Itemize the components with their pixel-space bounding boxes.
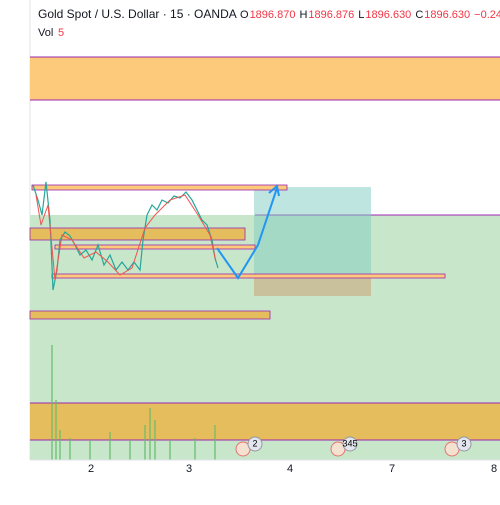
x-tick-label: 3 (186, 463, 192, 475)
x-tick-label: 7 (389, 463, 395, 475)
target-zone (254, 187, 371, 275)
event-count: 3 (461, 438, 466, 448)
x-tick-label: 2 (88, 463, 94, 475)
volume-label: Vol (38, 27, 53, 39)
level (51, 273, 446, 279)
ohlc-label: L (358, 9, 364, 21)
projection-arrow (216, 187, 278, 280)
supply-zone (30, 57, 500, 100)
symbol: Gold Spot / U.S. Dollar · 15 · OANDA (38, 7, 237, 21)
ohlc-label: O (240, 9, 249, 21)
event-icon (247, 436, 263, 452)
ohlc-value: 1896.876 (308, 9, 354, 21)
level (54, 244, 256, 250)
ohlc-value: 1896.630 (424, 9, 470, 21)
event-icon (342, 436, 358, 452)
change: −0.240 (−0 (474, 9, 500, 21)
level (29, 310, 271, 320)
x-tick-label: 8 (491, 463, 497, 475)
event-count: 2 (252, 438, 257, 448)
x-tick-label: 4 (287, 463, 293, 475)
ohlc-label: C (415, 9, 423, 21)
volume-value: 5 (58, 27, 64, 39)
price-trace (35, 194, 217, 281)
level (29, 227, 246, 241)
stop-zone (254, 275, 371, 296)
lower-zone (30, 403, 500, 440)
event-icon (456, 436, 472, 452)
level (31, 184, 288, 191)
ohlc-value: 1896.870 (250, 9, 296, 21)
volume-bars (51, 345, 216, 460)
ohlc-value: 1896.630 (365, 9, 411, 21)
arrow-head (268, 184, 280, 197)
ohlc-label: H (299, 9, 307, 21)
event-count: 345 (342, 438, 357, 448)
